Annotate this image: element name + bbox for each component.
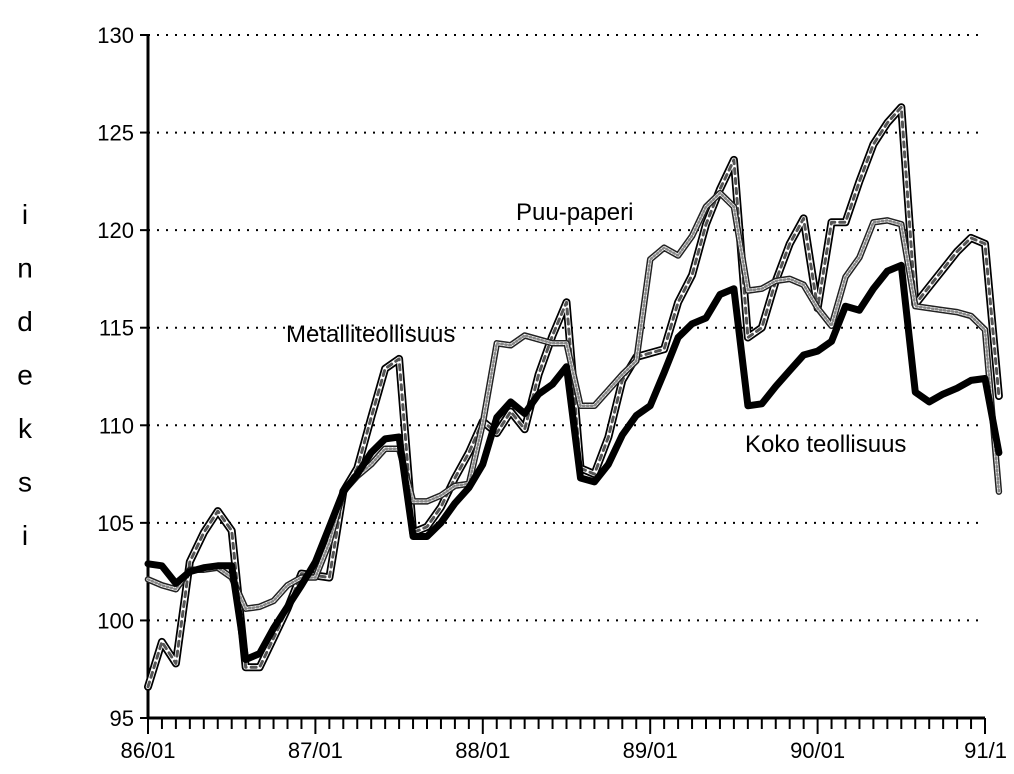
series-annotation: Puu-paperi bbox=[516, 199, 633, 226]
y-axis-label-letter: n bbox=[17, 253, 33, 284]
y-axis-label-letter: k bbox=[18, 413, 33, 444]
y-axis-label-letter: s bbox=[18, 467, 32, 498]
series-metalliteollisuus bbox=[144, 189, 1003, 612]
x-tick-label: 87/01 bbox=[288, 738, 343, 763]
y-tick-label: 105 bbox=[97, 511, 134, 536]
y-tick-label: 130 bbox=[97, 23, 134, 48]
y-tick-label: 110 bbox=[99, 413, 134, 438]
x-tick-label: 90/01 bbox=[790, 738, 845, 763]
y-axis-label-letter: e bbox=[17, 360, 33, 391]
series-line bbox=[144, 261, 1003, 663]
x-tick-label: 88/01 bbox=[455, 738, 510, 763]
y-axis-label-letter: i bbox=[22, 520, 28, 551]
y-tick-label: 100 bbox=[97, 608, 134, 633]
y-tick-label: 95 bbox=[110, 706, 134, 731]
x-tick-label: 91/1 bbox=[964, 738, 1007, 763]
y-tick-label: 125 bbox=[97, 121, 134, 146]
series-annotation: Koko teollisuus bbox=[745, 431, 906, 458]
axis-layer: 95 100 105 110 115 120 125 130 86/01 87/01 88/01 89… bbox=[97, 23, 1007, 763]
series-annotation: Metalliteollisuus bbox=[286, 321, 455, 348]
y-axis-label-letter: i bbox=[22, 199, 28, 230]
x-tick-label: 86/01 bbox=[120, 738, 175, 763]
y-tick-label: 120 bbox=[97, 218, 134, 243]
series-koko-teollisuus bbox=[144, 261, 1003, 663]
y-tick-label: 115 bbox=[99, 316, 134, 341]
series-line-dots bbox=[146, 191, 1001, 610]
series-layer bbox=[144, 103, 1003, 691]
x-tick-label: 89/01 bbox=[623, 738, 678, 763]
y-axis-label-letter: d bbox=[17, 306, 33, 337]
